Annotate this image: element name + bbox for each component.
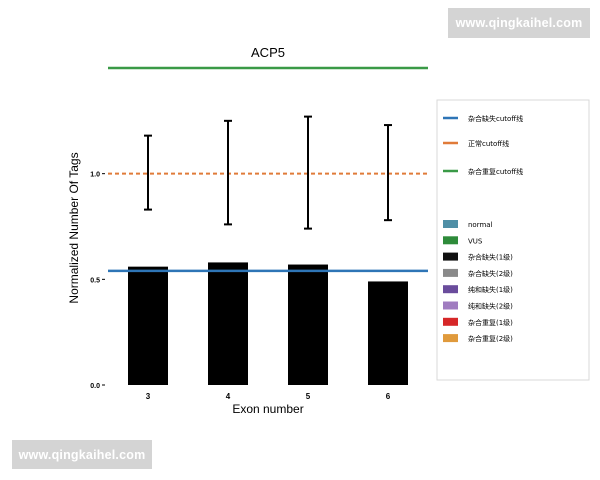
legend-patch-swatch	[443, 220, 458, 228]
x-tick-label: 3	[146, 392, 151, 401]
legend-patch-label: 杂合重复(2级)	[468, 334, 513, 343]
legend-patch-label: normal	[468, 221, 493, 229]
x-axis-label: Exon number	[232, 402, 303, 416]
y-tick-label: 0.5	[90, 277, 100, 284]
watermark-bottom: www.qingkaihel.com	[12, 440, 152, 469]
legend-line-label: 杂合缺失cutoff线	[468, 114, 523, 123]
y-tick-label: 1.0	[90, 172, 100, 179]
legend-line-label: 正常cutoff线	[468, 139, 509, 148]
y-axis-label: Normalized Number Of Tags	[67, 152, 81, 303]
x-tick-label: 5	[306, 392, 311, 401]
legend-patch-swatch	[443, 285, 458, 294]
legend-line-label: 杂合重复cutoff线	[468, 167, 523, 176]
legend-patch-label: VUS	[468, 237, 483, 245]
legend-patch-label: 杂合缺失(2级)	[468, 269, 513, 278]
bar-5	[288, 264, 328, 385]
legend-patch-label: 杂合重复(1级)	[468, 318, 513, 327]
legend-patch-swatch	[443, 317, 458, 326]
legend-patch-label: 纯和缺失(2级)	[468, 302, 513, 311]
legend-patch-swatch	[443, 334, 458, 343]
chart-title: ACP5	[251, 45, 285, 60]
bar-6	[368, 281, 408, 385]
bar-3	[128, 266, 168, 385]
y-tick-label: 0.0	[90, 383, 100, 390]
bar-4	[208, 262, 248, 385]
legend-patch-label: 杂合缺失(1级)	[468, 253, 513, 262]
plot-area: 3 4 5 6 0.0 0.5 1.0	[90, 66, 428, 401]
legend-frame	[436, 99, 590, 381]
legend-patch-swatch	[443, 236, 458, 245]
x-tick-label: 4	[226, 392, 231, 401]
watermark-top: www.qingkaihel.com	[448, 8, 590, 38]
legend-patch-swatch	[443, 301, 458, 310]
legend-patch-swatch	[443, 268, 458, 277]
x-tick-label: 6	[386, 392, 391, 401]
legend-patch-swatch	[443, 252, 458, 261]
legend-patch-label: 纯和缺失(1级)	[468, 285, 513, 294]
